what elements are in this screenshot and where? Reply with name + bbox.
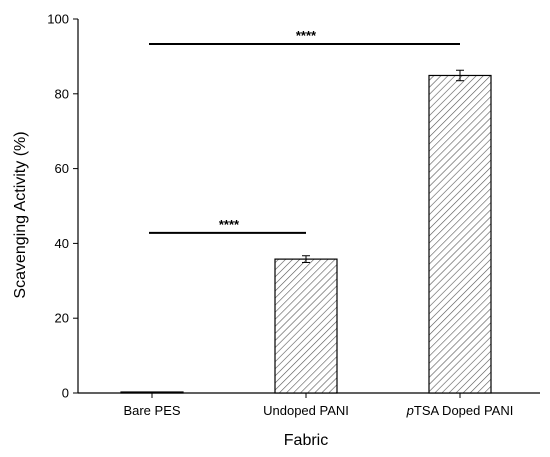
significance-label: ****	[296, 28, 317, 43]
x-tick-label: Undoped PANI	[263, 403, 349, 418]
bar	[120, 391, 184, 394]
x-axis-title: Fabric	[284, 432, 328, 449]
y-tick-label: 20	[55, 311, 69, 326]
plot-area: 0 20 40 60 80 100 Bare PES Undoped PANI pTSA Dop…	[47, 12, 540, 418]
x-tick-label: Bare PES	[123, 403, 180, 418]
x-tick-label-text: TSA Doped PANI	[414, 403, 513, 418]
bar	[274, 258, 338, 394]
y-axis-title: Scavenging Activity (%)	[12, 131, 29, 298]
y-tick-label: 0	[62, 386, 69, 401]
x-tick-label-prefix: p	[406, 403, 414, 418]
y-tick-label: 80	[55, 86, 69, 101]
x-tick-label: pTSA Doped PANI	[406, 403, 514, 418]
bar	[428, 74, 492, 394]
y-tick-label: 60	[55, 161, 69, 176]
y-tick-label: 100	[47, 12, 69, 27]
significance-label: ****	[219, 217, 240, 232]
y-tick-label: 40	[55, 236, 69, 251]
